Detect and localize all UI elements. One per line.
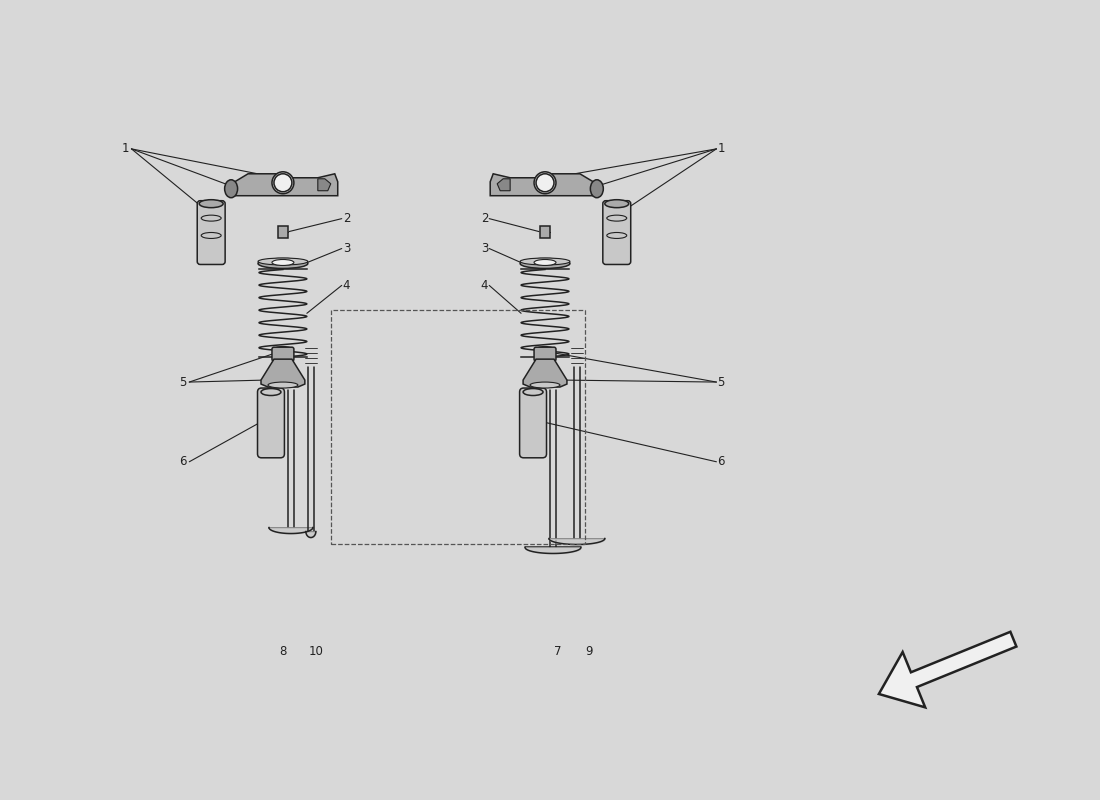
Ellipse shape: [199, 200, 223, 208]
Polygon shape: [228, 174, 338, 196]
Ellipse shape: [224, 180, 238, 198]
Ellipse shape: [535, 172, 556, 194]
Text: 4: 4: [343, 279, 350, 292]
Text: 6: 6: [179, 455, 187, 468]
Circle shape: [274, 174, 292, 192]
Polygon shape: [497, 178, 510, 190]
Text: 6: 6: [717, 455, 725, 468]
Text: 3: 3: [343, 242, 350, 255]
Ellipse shape: [524, 389, 543, 395]
FancyBboxPatch shape: [535, 347, 556, 361]
Text: 5: 5: [717, 375, 725, 389]
Text: 9: 9: [585, 645, 593, 658]
Ellipse shape: [605, 200, 629, 208]
Polygon shape: [879, 632, 1016, 707]
Text: 10: 10: [308, 645, 323, 658]
Text: 4: 4: [481, 279, 488, 292]
Ellipse shape: [201, 215, 221, 221]
Ellipse shape: [201, 233, 221, 238]
Text: 1: 1: [121, 142, 129, 155]
Ellipse shape: [520, 258, 570, 265]
Text: 5: 5: [179, 375, 187, 389]
Ellipse shape: [591, 180, 603, 198]
Polygon shape: [261, 359, 305, 387]
FancyBboxPatch shape: [272, 347, 294, 361]
Ellipse shape: [520, 258, 570, 269]
FancyBboxPatch shape: [278, 226, 288, 238]
Ellipse shape: [535, 346, 556, 354]
Text: 8: 8: [279, 645, 287, 658]
FancyBboxPatch shape: [540, 226, 550, 238]
Polygon shape: [524, 359, 567, 387]
FancyBboxPatch shape: [519, 388, 547, 458]
Ellipse shape: [535, 259, 556, 266]
Ellipse shape: [272, 259, 294, 266]
Ellipse shape: [272, 172, 294, 194]
FancyBboxPatch shape: [197, 201, 226, 265]
Text: 7: 7: [554, 645, 562, 658]
Ellipse shape: [258, 258, 308, 265]
FancyBboxPatch shape: [257, 388, 285, 458]
Text: 2: 2: [343, 212, 350, 225]
Polygon shape: [491, 174, 600, 196]
Ellipse shape: [268, 382, 298, 388]
FancyBboxPatch shape: [603, 201, 630, 265]
Text: 3: 3: [481, 242, 488, 255]
Ellipse shape: [258, 258, 308, 269]
Ellipse shape: [273, 346, 293, 354]
Circle shape: [536, 174, 554, 192]
Ellipse shape: [530, 382, 560, 388]
Text: 1: 1: [717, 142, 725, 155]
Ellipse shape: [261, 389, 280, 395]
Text: 2: 2: [481, 212, 488, 225]
Polygon shape: [318, 178, 331, 190]
Ellipse shape: [607, 215, 627, 221]
Ellipse shape: [607, 233, 627, 238]
